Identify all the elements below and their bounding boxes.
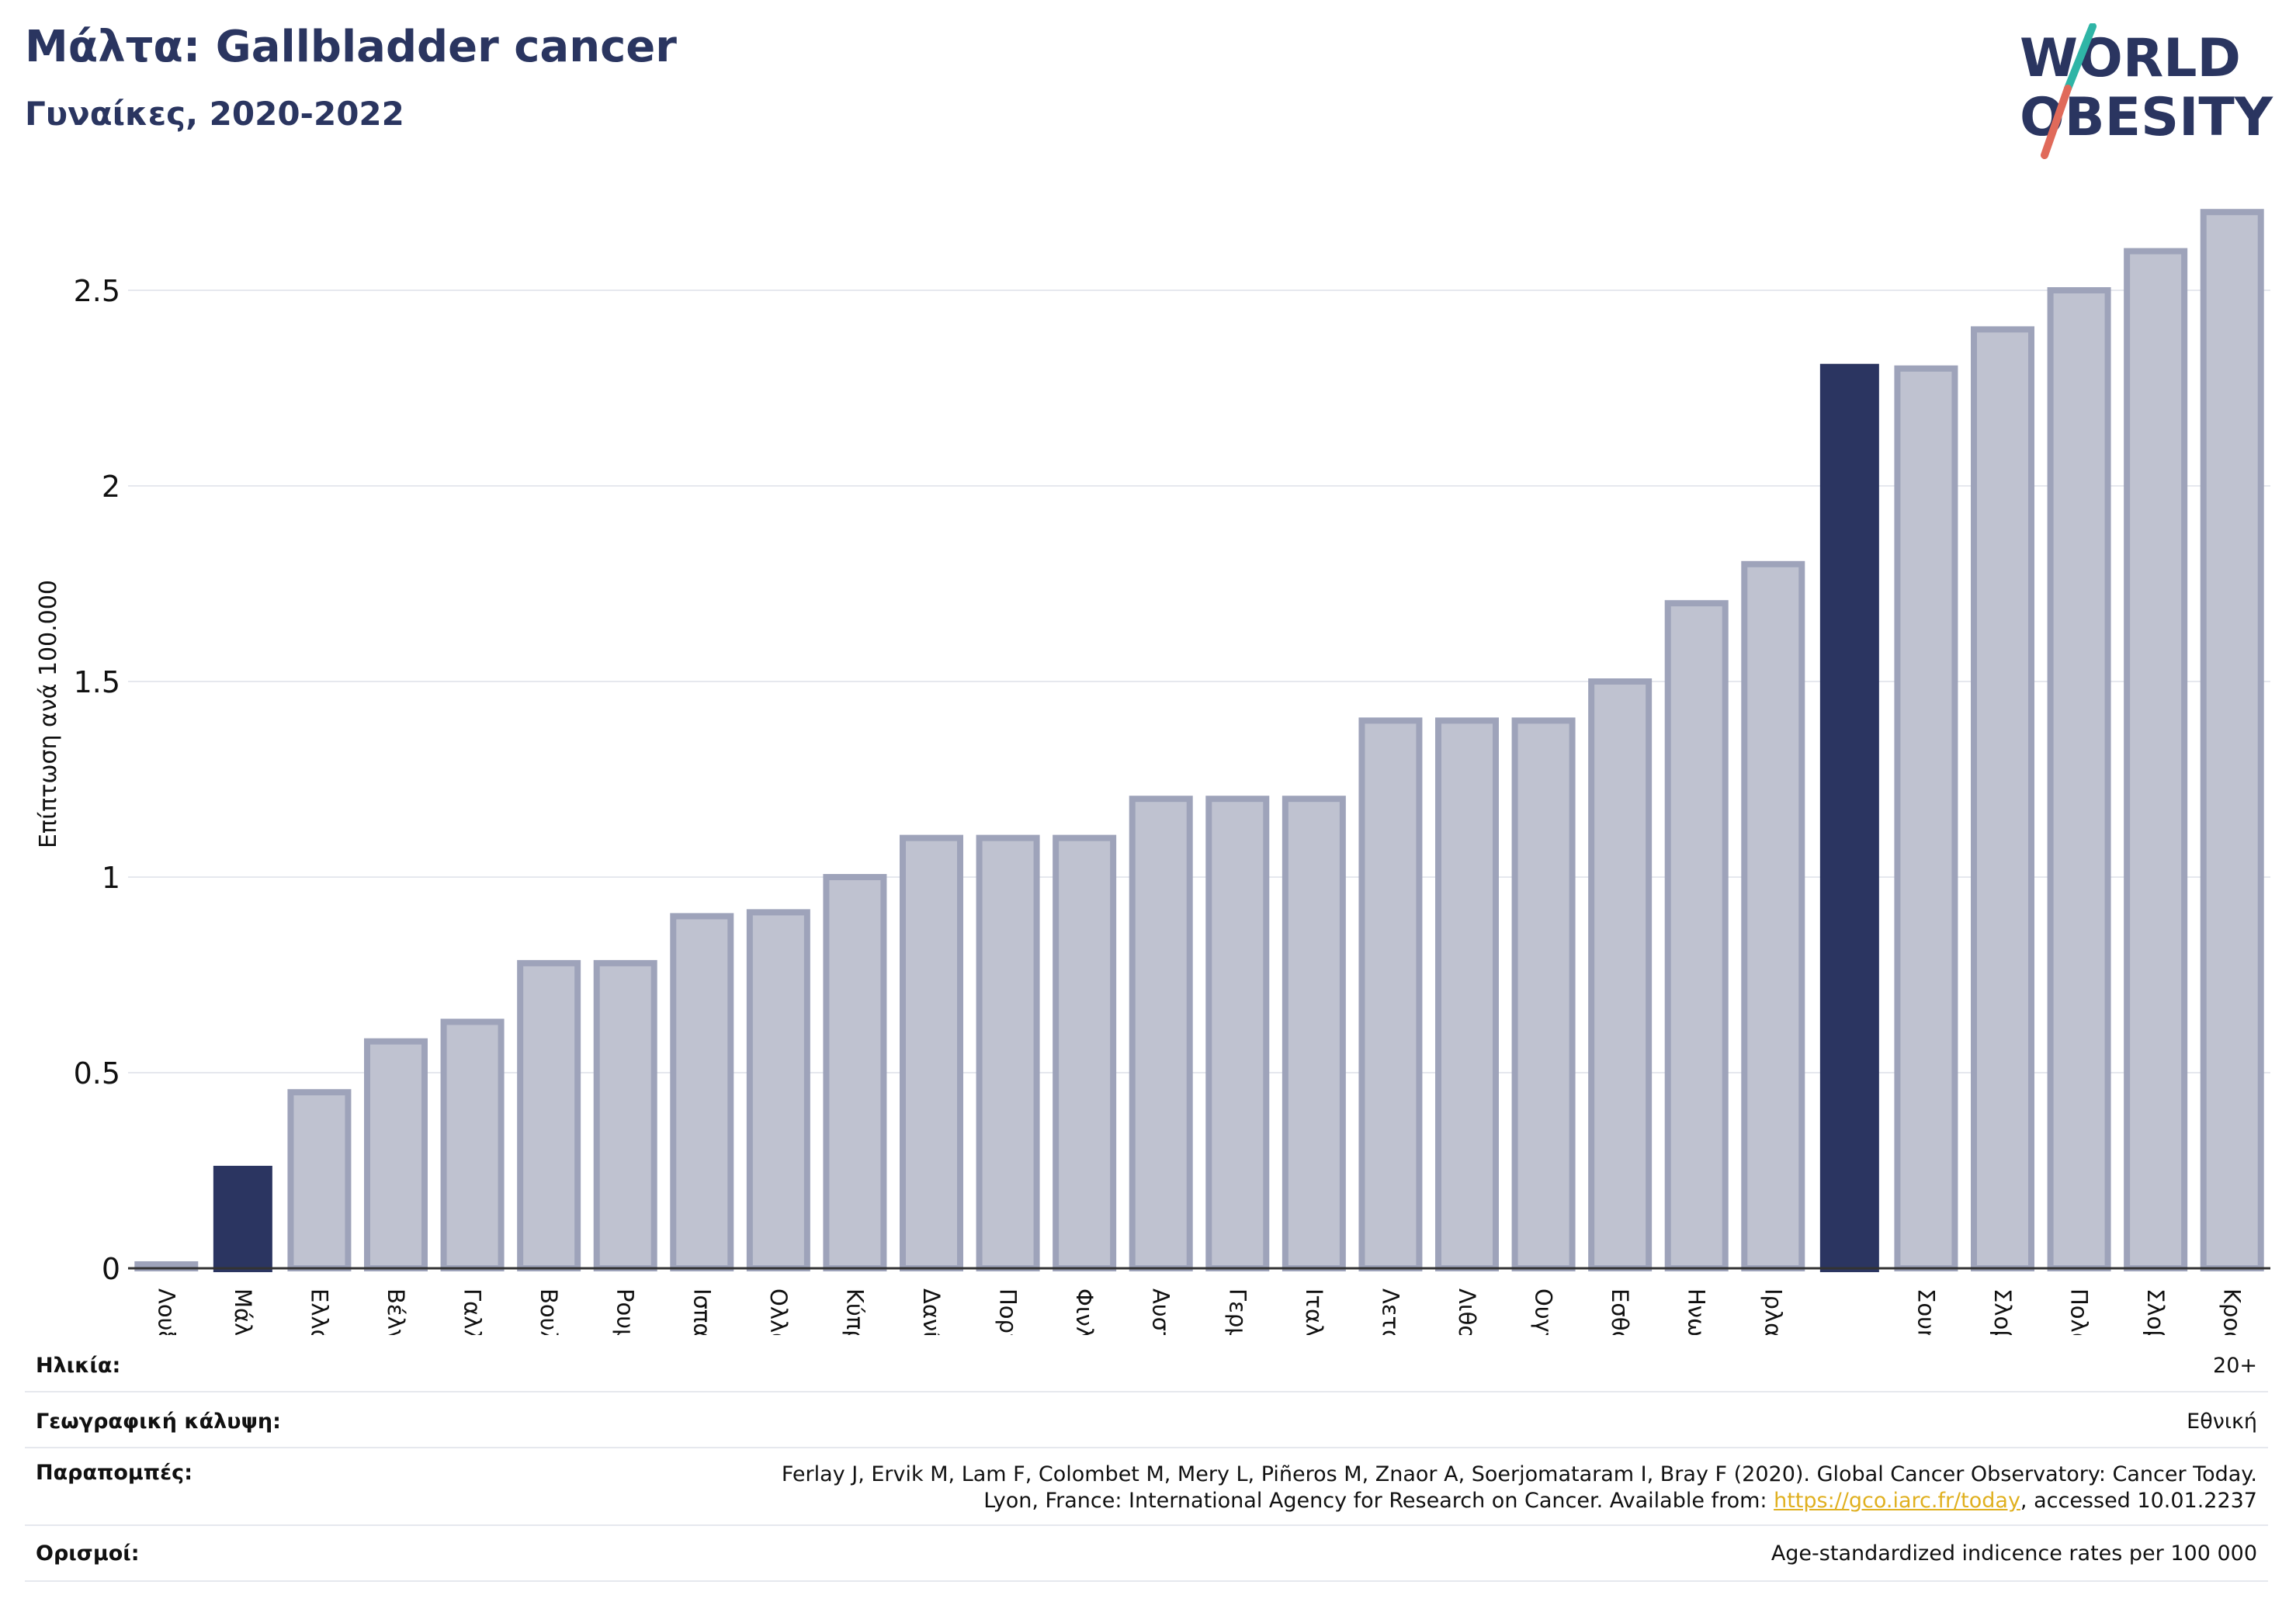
x-tick-label: Ιταλία	[1301, 1288, 1327, 1335]
age-label: Ηλικία:	[36, 1354, 121, 1378]
x-tick-label: Βουλγαρία	[536, 1288, 562, 1335]
x-tick-label: Βέλγιο	[383, 1288, 409, 1335]
bar	[2124, 248, 2188, 1272]
x-tick-label: Πολωνία	[2066, 1288, 2093, 1335]
x-tick-label: Σλοβενία	[1989, 1288, 2016, 1335]
logo-line1: WORLD	[2020, 28, 2241, 89]
x-tick-label: Φινλανδία	[1071, 1288, 1098, 1335]
y-tick-label: 0	[102, 1252, 120, 1286]
age-value: 20+	[2213, 1354, 2257, 1378]
meta-row-definitions: Ορισμοί: Age-standardized indicence rate…	[25, 1524, 2268, 1582]
bar	[1053, 834, 1117, 1271]
bar	[1588, 678, 1653, 1271]
meta-row-coverage: Γεωγραφική κάλυψη: Εθνική	[25, 1391, 2268, 1448]
chart-title: Μάλτα: Gallbladder cancer	[25, 22, 677, 72]
bar	[1435, 717, 1499, 1271]
bar	[1971, 326, 2034, 1271]
x-tick-label: Ιρλανδία	[1760, 1288, 1786, 1335]
x-tick-label: Λετονία	[1377, 1288, 1403, 1335]
bar	[746, 909, 810, 1271]
x-tick-label: Εσθονία	[1607, 1288, 1633, 1335]
bar-chart: 0 0.5 1 1.5 2 2.5 Επίπτωση ανά 100.000 Λουξεμβο…	[35, 209, 2270, 1335]
y-axis-label: Επίπτωση ανά 100.000	[35, 580, 62, 848]
references-line1: Ferlay J, Ervik M, Lam F, Colombet M, Me…	[781, 1462, 2257, 1486]
bar	[1894, 365, 1958, 1271]
x-tick-label: Λιθουανία	[1454, 1288, 1480, 1335]
references-line2: Lyon, France: International Agency for R…	[983, 1489, 2257, 1513]
x-tick-label: Σουηδία	[1913, 1288, 1939, 1335]
x-tick-label: Δανία	[918, 1288, 945, 1335]
definitions-label: Ορισμοί:	[36, 1542, 140, 1566]
bar	[1741, 560, 1805, 1271]
bar	[440, 1018, 505, 1271]
chart-subtitle: Γυναίκες, 2020-2022	[25, 95, 404, 133]
meta-row-age: Ηλικία: 20+	[25, 1335, 2268, 1392]
x-tick-label: Ολλανδία	[765, 1288, 792, 1335]
x-tick-label: Λουξεμβούργο	[153, 1288, 179, 1335]
bar	[1664, 600, 1729, 1271]
references-line2-text: Lyon, France: International Agency for R…	[983, 1489, 1774, 1513]
bar	[1205, 796, 1270, 1271]
y-tick-label: 1	[102, 861, 120, 895]
x-tick-label: Πορτογαλία	[995, 1288, 1021, 1335]
bar	[2200, 209, 2264, 1272]
x-tick-label: Μάλτα	[230, 1288, 256, 1335]
x-tick-label: Γαλλία	[460, 1288, 486, 1335]
x-tick-label: Ουγγαρία	[1531, 1288, 1557, 1335]
references-line2-suffix: , accessed 10.01.2237	[2020, 1489, 2257, 1513]
x-tick-label: Ισπανία	[688, 1288, 715, 1335]
bar	[1129, 796, 1193, 1271]
bar	[517, 959, 581, 1271]
x-tick-label: Σλοβακία	[2142, 1288, 2169, 1335]
x-tick-label: Ρουμανία	[612, 1288, 639, 1335]
bar	[1358, 717, 1423, 1271]
references-label: Παραπομπές:	[36, 1461, 192, 1485]
x-tick-label: Ηνωμένο Βασίλειο	[1684, 1288, 1710, 1335]
bar	[593, 959, 657, 1271]
meta-row-references: Παραπομπές: Ferlay J, Ervik M, Lam F, Co…	[25, 1447, 2268, 1526]
bar	[287, 1089, 352, 1271]
bar	[1282, 796, 1346, 1271]
world-obesity-logo: WORLD OBESITY	[2020, 23, 2273, 159]
x-tick-label: Κροατία	[2219, 1288, 2246, 1335]
bar	[900, 834, 963, 1271]
bar	[213, 1165, 272, 1272]
y-tick-label: 0.5	[74, 1056, 120, 1091]
coverage-value: Εθνική	[2187, 1410, 2257, 1434]
x-tick-label: Αυστρία	[1148, 1288, 1174, 1335]
y-tick-label: 2.5	[74, 274, 120, 308]
bar	[1511, 717, 1576, 1271]
y-tick-label: 1.5	[74, 665, 120, 699]
x-tick-label: Γερμανία	[1224, 1288, 1250, 1335]
definitions-value: Age-standardized indicence rates per 100…	[1771, 1542, 2257, 1566]
bar	[823, 874, 887, 1271]
y-tick-label: 2	[102, 470, 120, 504]
references-link[interactable]: https://gco.iarc.fr/today	[1774, 1489, 2020, 1513]
bar	[2047, 287, 2111, 1271]
bar	[1819, 363, 1879, 1272]
bar	[976, 834, 1040, 1271]
x-tick-label: Ελλάδα	[306, 1288, 332, 1335]
bar	[364, 1038, 428, 1272]
coverage-label: Γεωγραφική κάλυψη:	[36, 1410, 281, 1434]
bar	[670, 913, 734, 1272]
x-tick-label: Κύπρος	[841, 1288, 868, 1335]
